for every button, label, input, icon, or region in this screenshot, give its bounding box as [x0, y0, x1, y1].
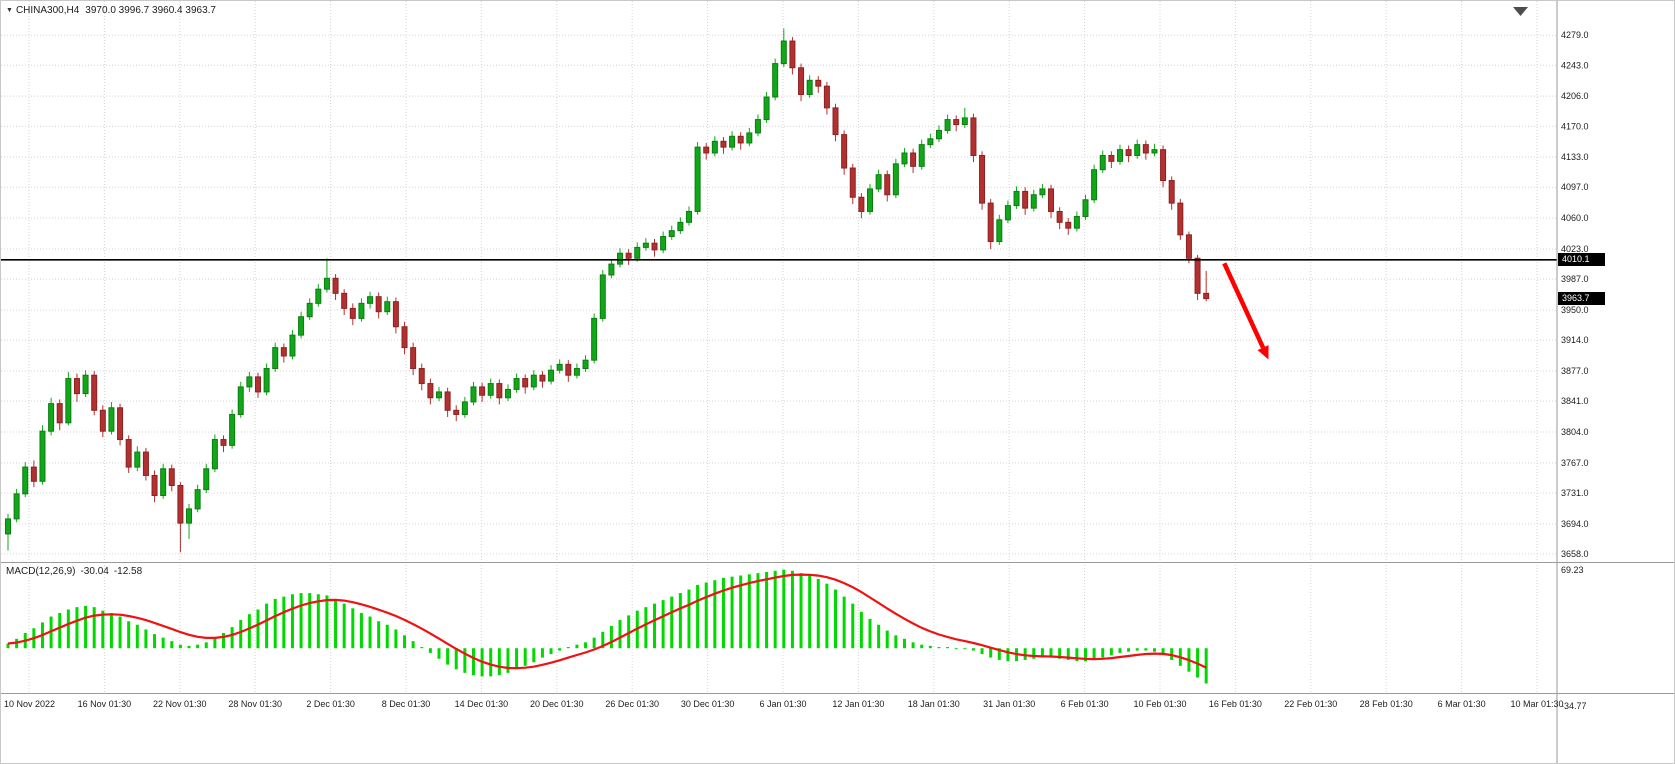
- svg-text:3767.0: 3767.0: [1561, 458, 1589, 468]
- current-price-tag: 3963.7: [1558, 292, 1605, 305]
- svg-text:4170.0: 4170.0: [1561, 121, 1589, 131]
- svg-text:16 Feb 01:30: 16 Feb 01:30: [1209, 699, 1262, 709]
- svg-text:3804.0: 3804.0: [1561, 427, 1589, 437]
- svg-text:3950.0: 3950.0: [1561, 305, 1589, 315]
- svg-text:3731.0: 3731.0: [1561, 488, 1589, 498]
- svg-text:3694.0: 3694.0: [1561, 519, 1589, 529]
- svg-text:6 Jan 01:30: 6 Jan 01:30: [759, 699, 806, 709]
- svg-text:10 Feb 01:30: 10 Feb 01:30: [1133, 699, 1186, 709]
- svg-text:31 Jan 01:30: 31 Jan 01:30: [983, 699, 1035, 709]
- macd-histogram: [6, 569, 1208, 684]
- svg-text:3841.0: 3841.0: [1561, 396, 1589, 406]
- svg-text:18 Jan 01:30: 18 Jan 01:30: [908, 699, 960, 709]
- svg-text:8 Dec 01:30: 8 Dec 01:30: [382, 699, 431, 709]
- svg-text:10 Mar 01:30: 10 Mar 01:30: [1510, 699, 1563, 709]
- svg-text:26 Dec 01:30: 26 Dec 01:30: [605, 699, 659, 709]
- macd-main-value: -30.04: [80, 566, 109, 577]
- svg-text:6 Feb 01:30: 6 Feb 01:30: [1061, 699, 1109, 709]
- svg-text:14 Dec 01:30: 14 Dec 01:30: [455, 699, 509, 709]
- chart-title: ▼ CHINA300,H4 3970.0 3996.7 3960.4 3963.7: [6, 5, 216, 16]
- svg-text:3914.0: 3914.0: [1561, 335, 1589, 345]
- ohlc-values: 3970.0 3996.7 3960.4 3963.7: [85, 5, 216, 16]
- svg-text:4060.0: 4060.0: [1561, 213, 1589, 223]
- macd-indicator-label: MACD(12,26,9) -30.04 -12.58: [6, 566, 142, 577]
- svg-text:4133.0: 4133.0: [1561, 152, 1589, 162]
- svg-text:12 Jan 01:30: 12 Jan 01:30: [832, 699, 884, 709]
- macd-name: MACD(12,26,9): [6, 566, 76, 577]
- hline-price-tag: 4010.1: [1558, 253, 1605, 266]
- svg-text:10 Nov 2022: 10 Nov 2022: [4, 699, 55, 709]
- svg-text:3877.0: 3877.0: [1561, 366, 1589, 376]
- svg-text:-34.77: -34.77: [1561, 701, 1587, 711]
- svg-text:22 Nov 01:30: 22 Nov 01:30: [153, 699, 207, 709]
- macd-signal-value: -12.58: [113, 566, 143, 577]
- svg-text:4206.0: 4206.0: [1561, 91, 1589, 101]
- macd-axis[interactable]: 69.23 -34.77: [1561, 565, 1587, 711]
- svg-text:69.23: 69.23: [1561, 565, 1584, 575]
- sell-arrow-annotation[interactable]: [1222, 262, 1269, 360]
- symbol-period-label: CHINA300,H4: [15, 5, 80, 16]
- svg-text:20 Dec 01:30: 20 Dec 01:30: [530, 699, 584, 709]
- svg-text:4243.0: 4243.0: [1561, 60, 1589, 70]
- macd-signal-line: [7, 573, 1207, 670]
- svg-text:2 Dec 01:30: 2 Dec 01:30: [306, 699, 355, 709]
- grid-layer: [1, 1, 1557, 694]
- svg-text:30 Dec 01:30: 30 Dec 01:30: [681, 699, 735, 709]
- svg-text:28 Feb 01:30: 28 Feb 01:30: [1360, 699, 1413, 709]
- chart-shift-icon[interactable]: [1513, 7, 1528, 16]
- time-axis[interactable]: 10 Nov 2022 16 Nov 01:30 22 Nov 01:30 28 No…: [4, 699, 1564, 709]
- svg-text:4023.0: 4023.0: [1561, 244, 1589, 254]
- svg-text:22 Feb 01:30: 22 Feb 01:30: [1284, 699, 1337, 709]
- candlestick-series: [5, 28, 1210, 553]
- svg-text:4097.0: 4097.0: [1561, 182, 1589, 192]
- price-axis[interactable]: 4279.0 4243.0 4206.0 4170.0 4133.0 4097.0 4060…: [1561, 30, 1589, 559]
- svg-text:16 Nov 01:30: 16 Nov 01:30: [78, 699, 132, 709]
- svg-text:3658.0: 3658.0: [1561, 549, 1589, 559]
- svg-text:3987.0: 3987.0: [1561, 274, 1589, 284]
- svg-text:4279.0: 4279.0: [1561, 30, 1589, 40]
- symbol-dropdown-icon[interactable]: ▼: [6, 7, 13, 14]
- svg-text:28 Nov 01:30: 28 Nov 01:30: [228, 699, 282, 709]
- svg-text:6 Mar 01:30: 6 Mar 01:30: [1438, 699, 1486, 709]
